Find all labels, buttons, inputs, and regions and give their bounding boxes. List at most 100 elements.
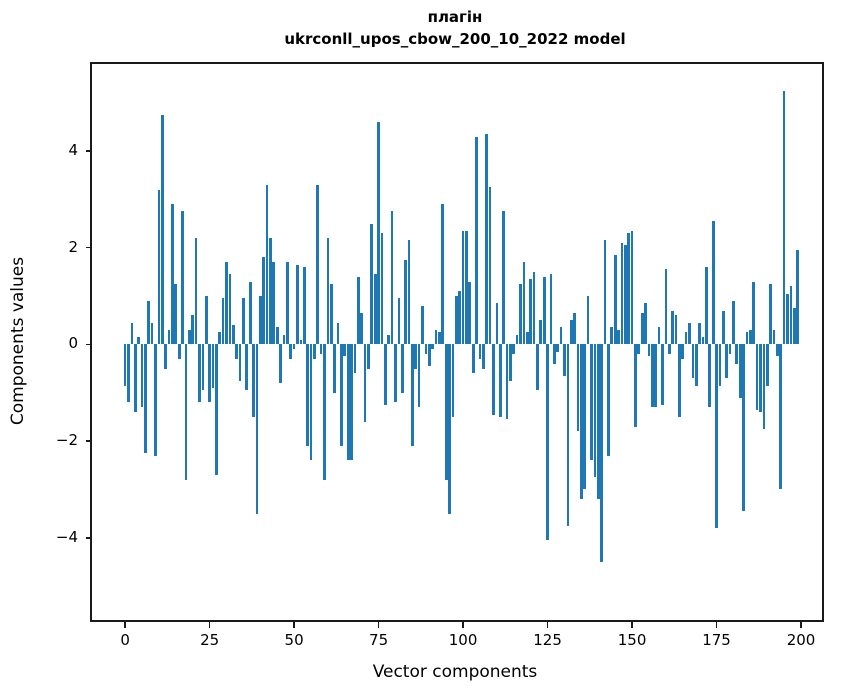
bar <box>221 298 225 345</box>
bar <box>279 344 282 384</box>
bar <box>515 334 519 345</box>
bar <box>353 344 357 374</box>
bar <box>242 298 245 345</box>
bar <box>779 344 783 490</box>
bar <box>539 320 543 345</box>
bar <box>417 344 421 408</box>
bar <box>505 344 509 420</box>
bar <box>194 238 198 345</box>
bar <box>725 344 729 379</box>
bar <box>411 344 414 446</box>
bar <box>529 279 532 345</box>
bar <box>607 344 610 456</box>
x-tick-mark <box>377 622 380 628</box>
bar <box>471 344 475 374</box>
bar <box>650 344 654 408</box>
bar <box>177 344 181 359</box>
bar <box>583 344 587 490</box>
bar <box>370 223 374 345</box>
x-tick-label: 75 <box>369 631 389 649</box>
chart-subtitle: ukrconll_upos_cbow_200_10_2022 model <box>284 30 626 48</box>
bar <box>316 184 320 345</box>
bar <box>319 344 323 355</box>
bar <box>786 293 789 345</box>
bar <box>252 344 255 417</box>
bar <box>343 344 347 357</box>
bar <box>181 211 184 345</box>
bar <box>478 344 482 359</box>
bar <box>346 344 350 461</box>
x-tick-label: 0 <box>120 631 130 649</box>
bar <box>762 344 766 429</box>
y-tick-label: 2 <box>68 237 78 256</box>
bar <box>627 233 631 345</box>
bar <box>367 344 370 369</box>
bar <box>769 283 772 345</box>
bar <box>377 122 380 345</box>
bar <box>664 269 668 345</box>
bar <box>448 344 451 514</box>
bar <box>211 344 215 388</box>
bar <box>485 134 489 345</box>
bar <box>465 230 468 345</box>
bar <box>184 344 188 480</box>
bar <box>434 329 438 345</box>
bar <box>296 264 299 345</box>
bar <box>721 310 725 345</box>
bar <box>549 274 553 345</box>
y-tick-label: −4 <box>55 527 78 546</box>
bar <box>593 344 597 478</box>
bar <box>519 283 522 345</box>
bar <box>745 332 749 345</box>
y-tick-mark <box>86 537 92 539</box>
bar <box>556 344 560 352</box>
bar <box>238 344 242 381</box>
bar <box>509 344 512 381</box>
chart-title: плагін <box>427 8 483 26</box>
y-tick-label: 4 <box>68 141 78 160</box>
bar <box>674 315 678 345</box>
x-axis-label: Vector components <box>372 662 538 682</box>
x-tick-label: 25 <box>200 631 220 649</box>
y-tick-mark <box>86 343 92 346</box>
bar <box>350 344 353 461</box>
bar <box>458 291 462 345</box>
x-tick-mark <box>462 622 464 628</box>
bar <box>688 322 691 345</box>
bar <box>782 90 786 345</box>
bar <box>461 230 465 345</box>
bar <box>755 344 759 410</box>
bar <box>144 344 147 454</box>
y-axis-label: Components values <box>8 256 28 426</box>
bar <box>187 329 191 345</box>
x-tick-label: 200 <box>786 631 816 649</box>
bar <box>454 296 458 345</box>
bar <box>657 327 661 345</box>
x-tick-mark <box>631 622 633 628</box>
bar <box>228 274 232 345</box>
bar <box>792 308 796 345</box>
bar <box>309 344 313 461</box>
bar <box>329 283 333 345</box>
bar <box>201 344 205 391</box>
x-tick-label: 125 <box>533 631 562 649</box>
x-tick-mark <box>800 622 802 628</box>
bar <box>563 344 566 376</box>
bar <box>275 327 279 345</box>
bar <box>475 136 478 345</box>
bar <box>732 300 735 345</box>
y-tick-mark <box>86 150 92 152</box>
x-tick-mark <box>293 622 295 628</box>
bar <box>147 300 151 345</box>
bar <box>468 281 472 345</box>
bar <box>546 344 549 541</box>
bar <box>164 344 167 369</box>
bar <box>776 344 779 357</box>
bar <box>384 344 387 405</box>
bar <box>285 262 289 345</box>
bar <box>600 344 603 562</box>
bar <box>235 344 238 359</box>
bar <box>502 211 505 345</box>
bar <box>610 327 614 345</box>
